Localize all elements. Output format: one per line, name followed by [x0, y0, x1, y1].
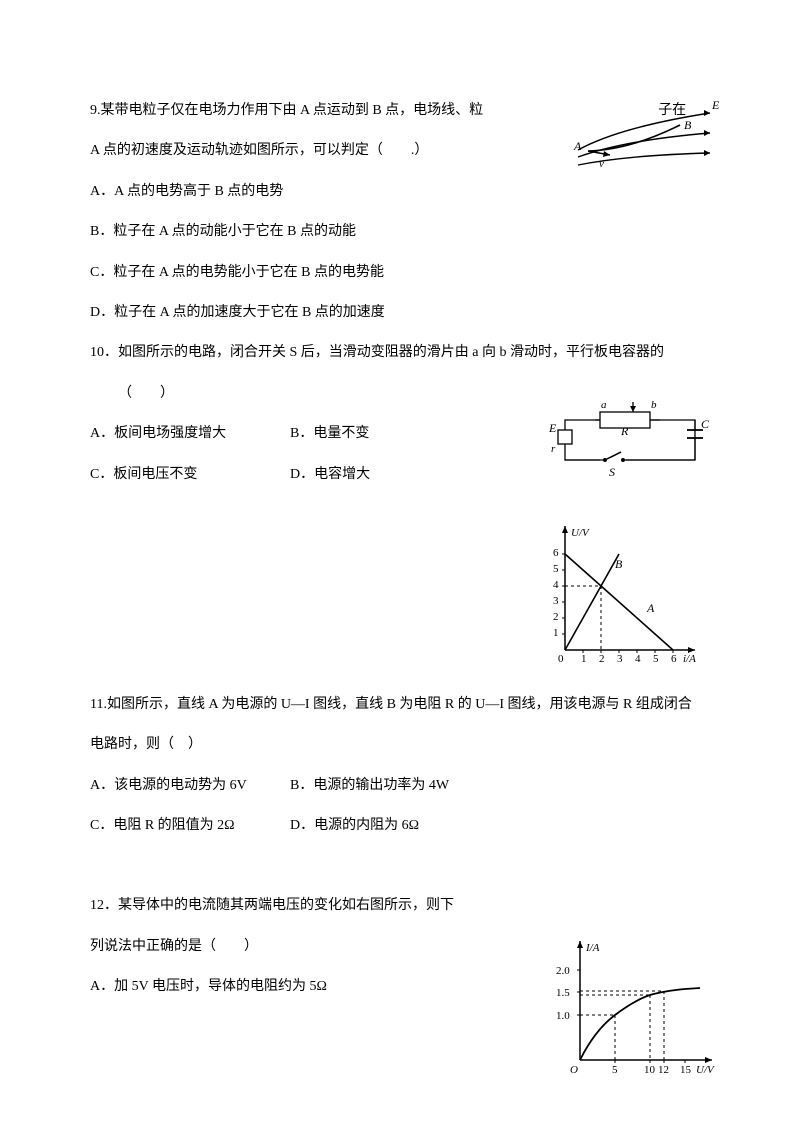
q9-stem-text-a: 9.某带电粒子仅在电场力作用下由 A 点运动到 B 点，电场线、粒 [90, 103, 483, 118]
q10-option-d: D．电容增大 [290, 464, 490, 486]
q12-iv-graph: 1.0 1.5 2.0 5 10 12 15 I/A U/V O [550, 935, 720, 1080]
svg-text:U/V: U/V [571, 527, 590, 539]
svg-text:I/A: I/A [585, 942, 600, 954]
q11-ui-graph: 1 2 3 4 5 6 0 1 2 3 4 5 6 [535, 520, 705, 670]
svg-text:6: 6 [671, 653, 677, 665]
svg-text:4: 4 [635, 653, 641, 665]
svg-text:0: 0 [558, 653, 564, 665]
q9-option-a: A．A 点的电势高于 B 点的电势 [90, 181, 710, 203]
svg-text:5: 5 [653, 653, 659, 665]
svg-text:B: B [684, 118, 692, 132]
svg-text:S: S [609, 465, 615, 479]
q11-stem-b: 电路时，则（ ） [90, 734, 710, 756]
svg-text:A: A [573, 139, 582, 153]
q9-field-lines-diagram: E B A v [560, 95, 720, 175]
svg-text:b: b [651, 400, 657, 411]
q11-option-a: A．该电源的电动势为 6V [90, 775, 290, 797]
svg-text:12: 12 [658, 1064, 669, 1076]
q9-option-c: C．粒子在 A 点的电势能小于它在 B 点的电势能 [90, 262, 710, 284]
svg-text:v: v [599, 158, 604, 170]
q10-option-c: C．板间电压不变 [90, 464, 290, 486]
svg-text:10: 10 [644, 1064, 656, 1076]
q12-stem-a: 12．某导体中的电流随其两端电压的变化如右图所示，则下 [90, 895, 490, 917]
svg-text:1: 1 [581, 653, 587, 665]
q11-stem-a: 11.如图所示，直线 A 为电源的 U—I 图线，直线 B 为电阻 R 的 U—… [90, 694, 710, 716]
svg-text:a: a [601, 400, 607, 411]
svg-text:C: C [701, 417, 710, 431]
svg-text:4: 4 [553, 579, 559, 591]
svg-text:B: B [615, 557, 623, 571]
q11-option-d: D．电源的内阻为 6Ω [290, 815, 530, 837]
q10-option-a: A．板间电场强度增大 [90, 423, 290, 445]
svg-text:1.0: 1.0 [556, 1010, 570, 1022]
svg-text:A: A [646, 601, 655, 615]
svg-text:15: 15 [680, 1064, 692, 1076]
svg-text:2: 2 [553, 611, 559, 623]
svg-text:R: R [620, 424, 629, 438]
svg-text:2: 2 [599, 653, 605, 665]
q10-option-b: B．电量不变 [290, 423, 490, 445]
svg-text:U/V: U/V [696, 1064, 715, 1076]
svg-text:E: E [711, 98, 720, 112]
svg-text:3: 3 [553, 595, 559, 607]
q9-option-d: D．粒子在 A 点的加速度大于它在 B 点的加速度 [90, 302, 710, 324]
svg-text:5: 5 [612, 1064, 618, 1076]
q9-option-b: B．粒子在 A 点的动能小于它在 B 点的动能 [90, 221, 710, 243]
svg-text:1.5: 1.5 [556, 987, 570, 999]
svg-text:1: 1 [553, 627, 559, 639]
svg-text:5: 5 [553, 563, 559, 575]
svg-text:r: r [551, 443, 556, 455]
q11-option-b: B．电源的输出功率为 4W [290, 775, 530, 797]
q11-option-c: C．电阻 R 的阻值为 2Ω [90, 815, 290, 837]
svg-text:i/A: i/A [683, 653, 696, 665]
svg-text:E: E [548, 421, 557, 435]
svg-text:3: 3 [617, 653, 623, 665]
svg-text:2.0: 2.0 [556, 965, 570, 977]
q10-stem: 10．如图所示的电路，闭合开关 S 后，当滑动变阻器的滑片由 a 向 b 滑动时… [90, 342, 710, 364]
q11-options-row1: A．该电源的电动势为 6V B．电源的输出功率为 4W [90, 775, 710, 797]
svg-text:6: 6 [553, 547, 559, 559]
q11-options-row2: C．电阻 R 的阻值为 2Ω D．电源的内阻为 6Ω [90, 815, 710, 837]
q10-circuit-diagram: a b R C E r S [545, 400, 715, 500]
svg-text:O: O [570, 1064, 578, 1076]
